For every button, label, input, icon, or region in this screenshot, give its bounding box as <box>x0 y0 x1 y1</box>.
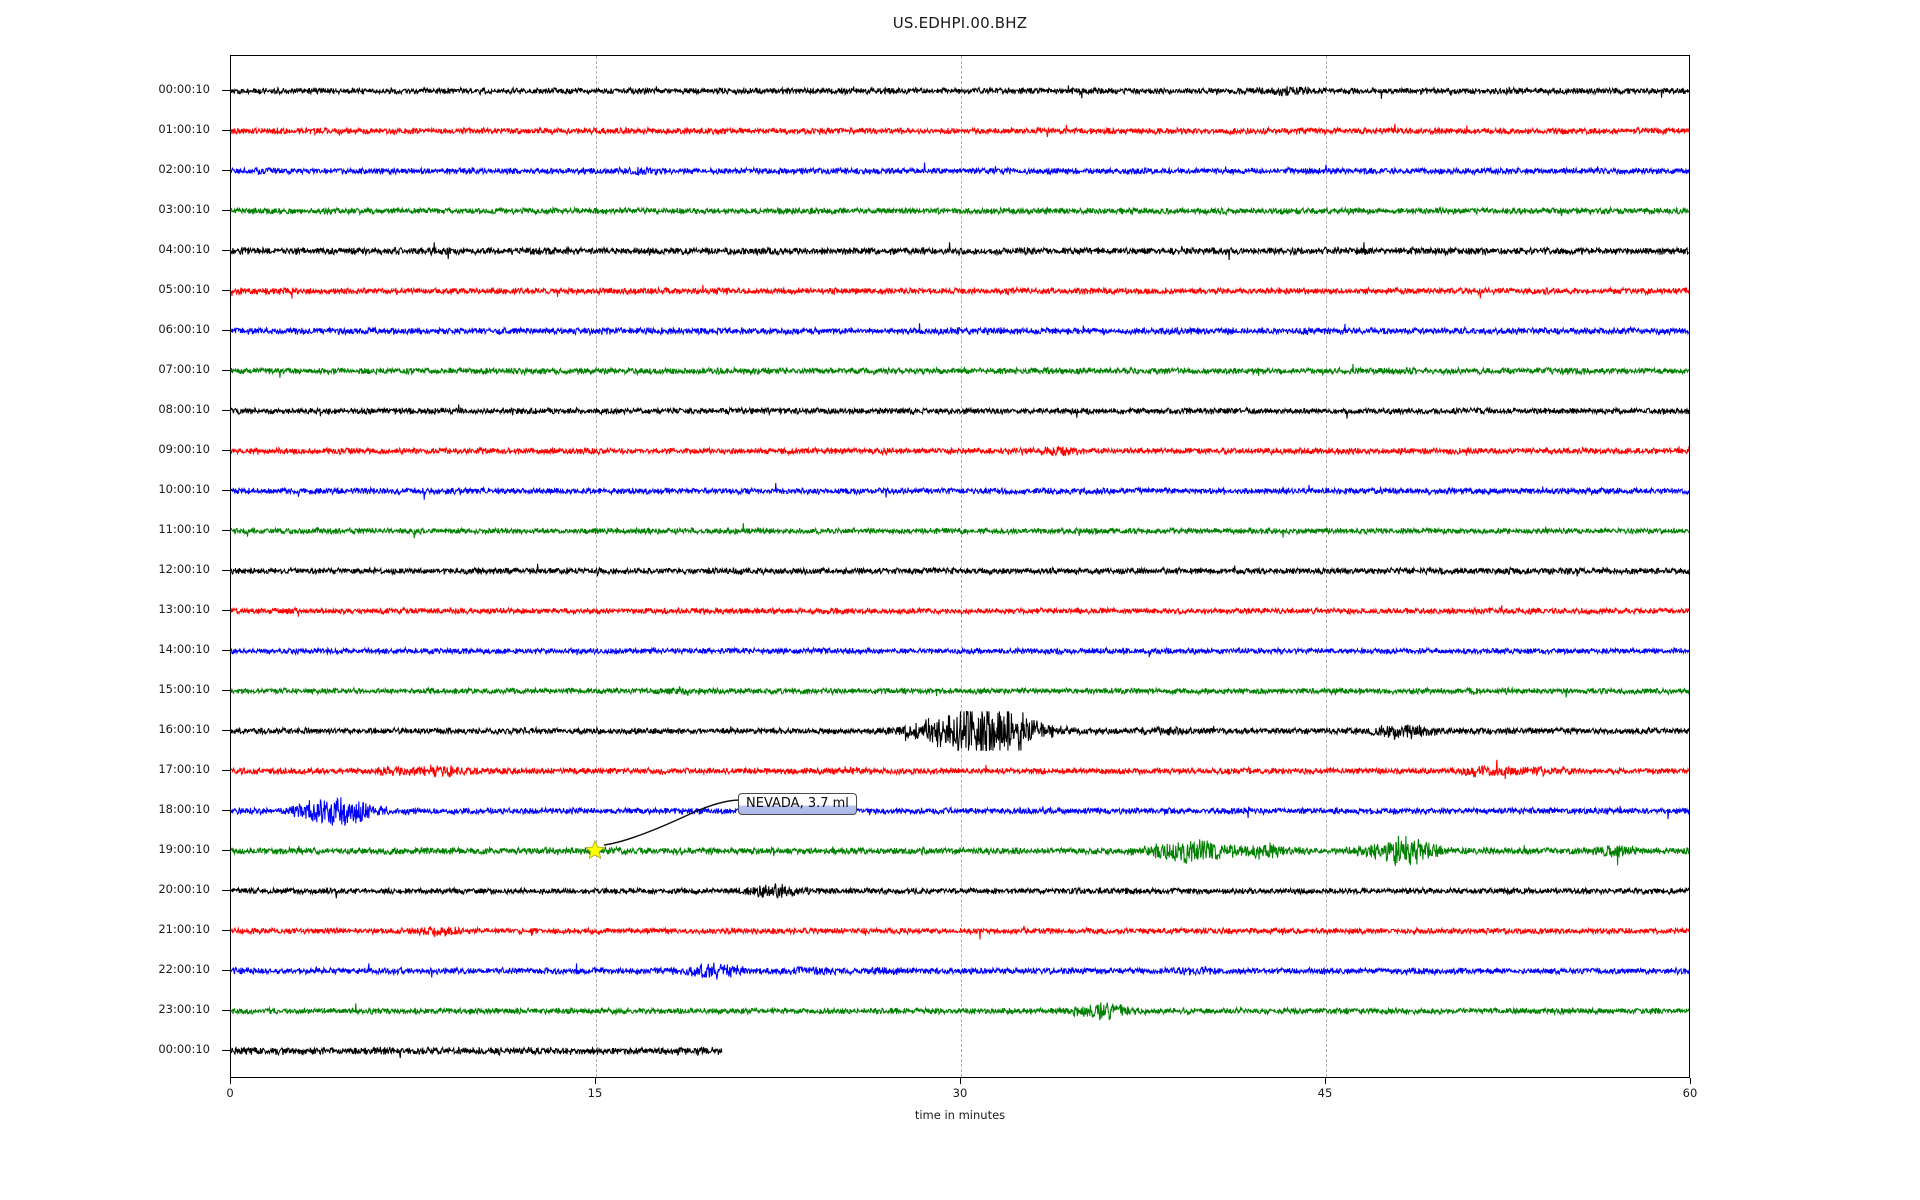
y-tick-mark <box>222 930 230 931</box>
waveform-trace <box>231 751 1689 791</box>
x-tick-mark <box>960 1078 961 1084</box>
y-tick-mark <box>222 970 230 971</box>
y-tick-label: 22:00:10 <box>158 962 210 976</box>
waveform-trace <box>231 951 1689 991</box>
waveform-trace <box>231 311 1689 351</box>
y-tick-label: 09:00:10 <box>158 442 210 456</box>
waveform-trace <box>231 351 1689 391</box>
waveform-trace <box>231 911 1689 951</box>
x-tick-label: 45 <box>1317 1086 1333 1100</box>
y-tick-mark <box>222 370 230 371</box>
y-tick-label: 06:00:10 <box>158 322 210 336</box>
y-tick-mark <box>222 690 230 691</box>
y-tick-mark <box>222 650 230 651</box>
y-tick-label: 15:00:10 <box>158 682 210 696</box>
x-tick-mark <box>1690 1078 1691 1084</box>
y-tick-label: 01:00:10 <box>158 122 210 136</box>
waveform-trace <box>231 551 1689 591</box>
x-tick-mark <box>230 1078 231 1084</box>
y-tick-mark <box>222 1010 230 1011</box>
y-tick-mark <box>222 290 230 291</box>
waveform-trace <box>231 391 1689 431</box>
y-tick-label: 00:00:10 <box>158 1042 210 1056</box>
page-title: US.EDHPI.00.BHZ <box>892 14 1028 32</box>
waveform-trace <box>231 871 1689 911</box>
y-tick-mark <box>222 130 230 131</box>
waveform-trace <box>231 191 1689 231</box>
y-tick-label: 18:00:10 <box>158 802 210 816</box>
y-tick-label: 13:00:10 <box>158 602 210 616</box>
x-tick-label: 15 <box>587 1086 603 1100</box>
y-tick-mark <box>222 730 230 731</box>
waveform-trace <box>231 471 1689 511</box>
y-tick-label: 00:00:10 <box>158 82 210 96</box>
y-tick-mark <box>222 570 230 571</box>
y-tick-label: 21:00:10 <box>158 922 210 936</box>
y-tick-mark <box>222 170 230 171</box>
waveform-trace <box>231 151 1689 191</box>
x-axis-label: time in minutes <box>914 1108 1006 1122</box>
waveform-trace <box>231 511 1689 551</box>
y-tick-label: 05:00:10 <box>158 282 210 296</box>
waveform-trace <box>231 111 1689 151</box>
y-tick-label: 17:00:10 <box>158 762 210 776</box>
y-tick-mark <box>222 850 230 851</box>
x-tick-label: 0 <box>226 1086 234 1100</box>
y-tick-label: 02:00:10 <box>158 162 210 176</box>
y-tick-mark <box>222 410 230 411</box>
waveform-trace <box>231 231 1689 271</box>
y-tick-label: 04:00:10 <box>158 242 210 256</box>
x-tick-mark <box>1325 1078 1326 1084</box>
waveform-trace <box>231 271 1689 311</box>
y-tick-mark <box>222 210 230 211</box>
y-tick-label: 07:00:10 <box>158 362 210 376</box>
waveform-trace <box>231 791 1689 831</box>
y-tick-mark <box>222 610 230 611</box>
gridline-vertical <box>961 56 962 1077</box>
waveform-trace <box>231 1031 1689 1071</box>
y-tick-label: 19:00:10 <box>158 842 210 856</box>
waveform-trace <box>231 671 1689 711</box>
waveform-trace <box>231 631 1689 671</box>
y-tick-mark <box>222 90 230 91</box>
y-tick-mark <box>222 530 230 531</box>
y-tick-label: 11:00:10 <box>158 522 210 536</box>
y-tick-label: 08:00:10 <box>158 402 210 416</box>
plot-area[interactable] <box>230 55 1690 1078</box>
y-tick-label: 14:00:10 <box>158 642 210 656</box>
y-tick-mark <box>222 450 230 451</box>
y-tick-mark <box>222 890 230 891</box>
waveform-trace <box>231 591 1689 631</box>
y-tick-mark <box>222 250 230 251</box>
waveform-trace <box>231 991 1689 1031</box>
y-tick-label: 20:00:10 <box>158 882 210 896</box>
waveform-trace <box>231 711 1689 751</box>
x-tick-label: 30 <box>952 1086 968 1100</box>
y-tick-label: 03:00:10 <box>158 202 210 216</box>
y-tick-label: 23:00:10 <box>158 1002 210 1016</box>
y-tick-label: 16:00:10 <box>158 722 210 736</box>
y-tick-label: 10:00:10 <box>158 482 210 496</box>
x-tick-mark <box>595 1078 596 1084</box>
y-tick-mark <box>222 330 230 331</box>
gridline-vertical <box>596 56 597 1077</box>
y-tick-mark <box>222 490 230 491</box>
y-tick-mark <box>222 810 230 811</box>
waveform-trace <box>231 71 1689 111</box>
waveform-trace <box>231 431 1689 471</box>
y-tick-mark <box>222 1050 230 1051</box>
x-tick-label: 60 <box>1682 1086 1698 1100</box>
gridline-vertical <box>1326 56 1327 1077</box>
waveform-trace <box>231 831 1689 871</box>
y-tick-mark <box>222 770 230 771</box>
y-tick-label: 12:00:10 <box>158 562 210 576</box>
